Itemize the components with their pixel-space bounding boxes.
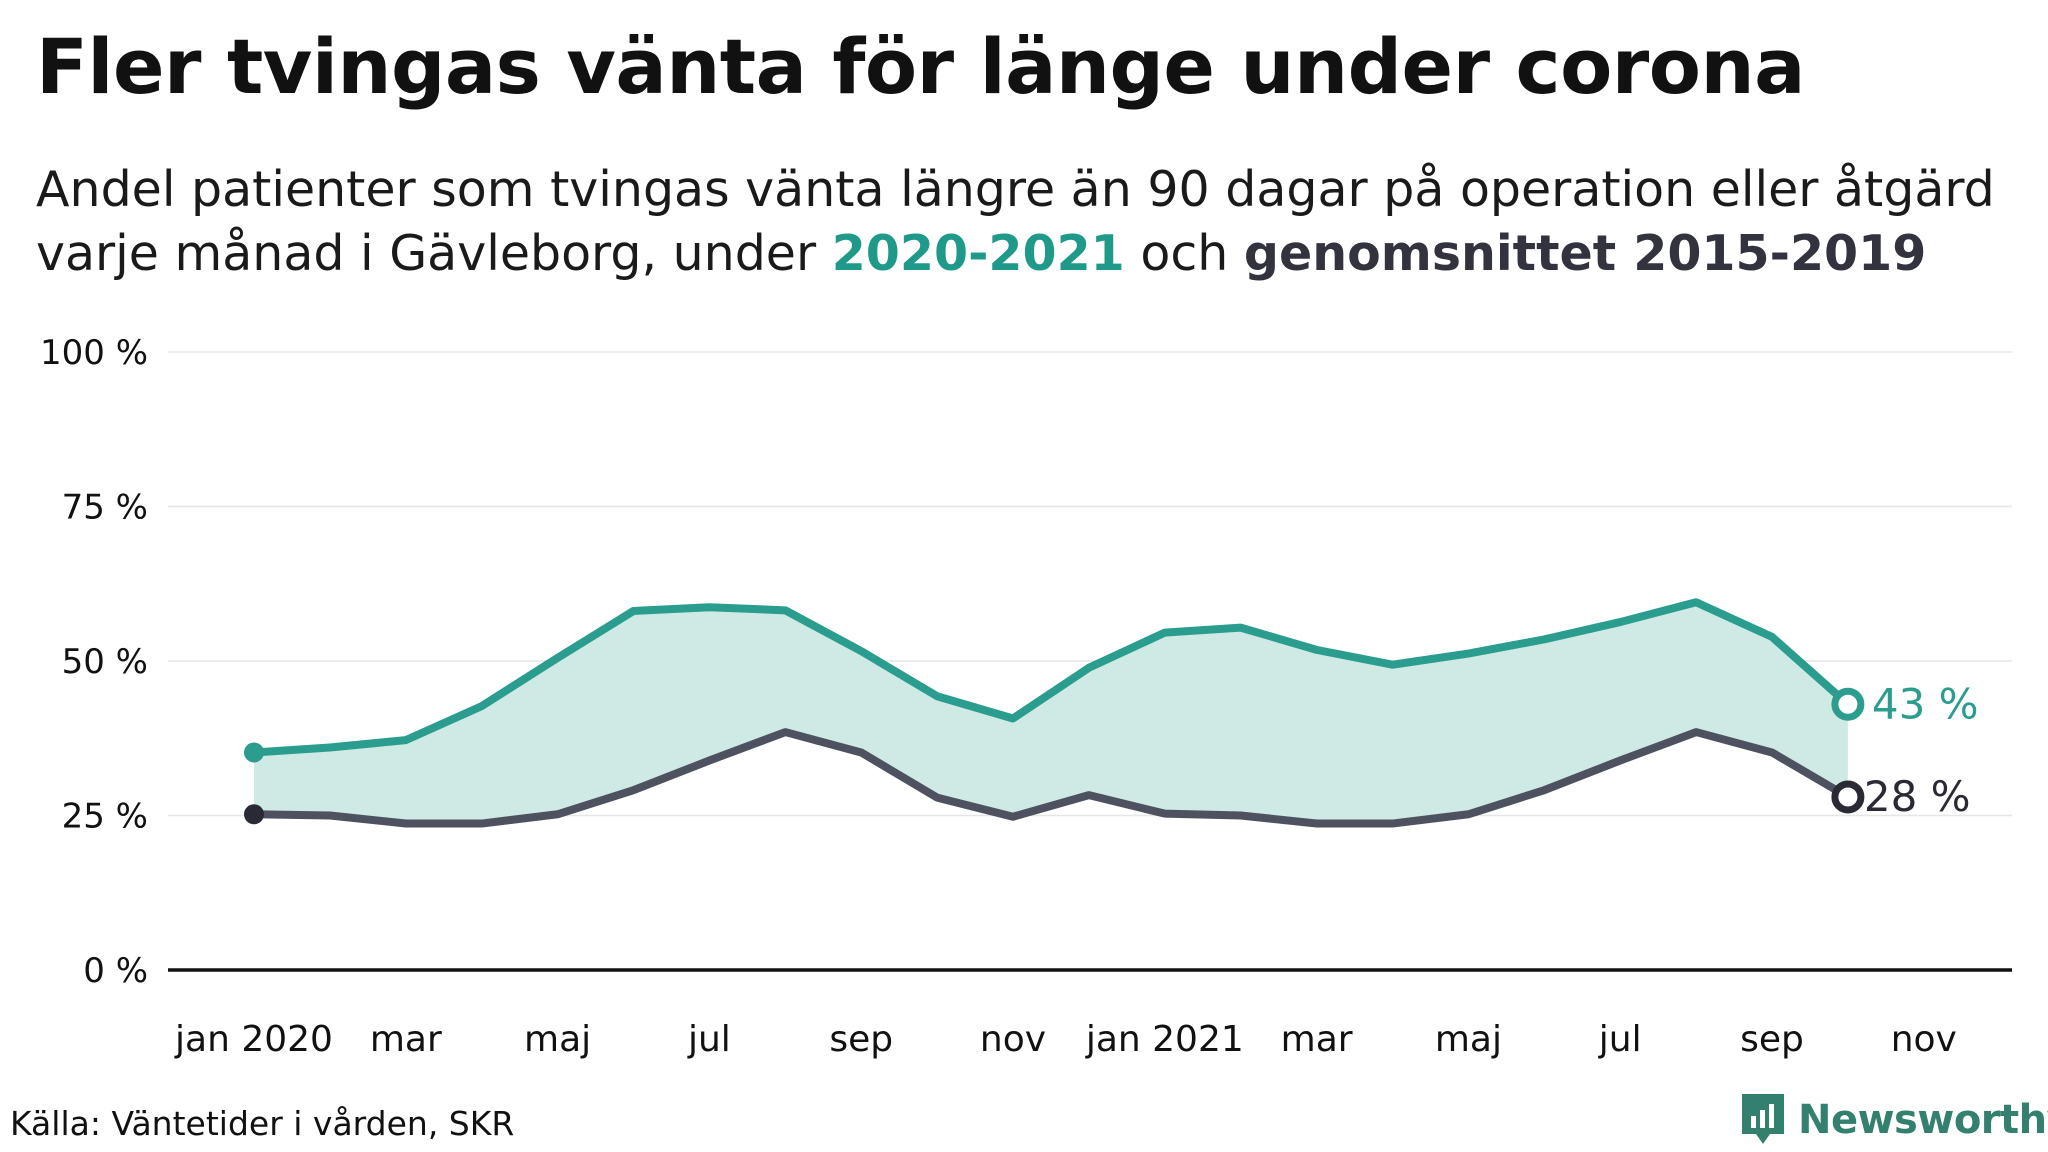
subtitle-highlight-2020-2021: 2020-2021 [831,225,1125,282]
end-label-average: 28 % [1864,772,1971,821]
series-end-point [1831,687,1865,721]
area-between-series [254,602,1848,824]
subtitle-line1: Andel patienter som tvingas vänta längre… [36,161,1995,218]
x-tick-label: sep [1740,1019,1804,1060]
subtitle-line2-middle: och [1124,225,1244,282]
series-start-point [244,742,264,763]
end-value-labels: 43 % 28 % [1864,679,1979,821]
series-points [244,687,1865,825]
grid-lines [168,351,2012,972]
x-tick-label: jan 2020 [174,1019,333,1060]
x-tick-label: mar [370,1019,442,1060]
x-tick-label: jul [687,1019,731,1060]
chart-subtitle: Andel patienter som tvingas vänta längre… [36,158,2046,286]
x-tick-label: mar [1281,1019,1353,1060]
x-tick-label: jul [1598,1019,1642,1060]
y-tick-label: 25 % [62,797,148,837]
y-tick-label: 75 % [62,488,148,528]
x-tick-label: maj [1435,1019,1502,1060]
y-axis-labels: 0 % 25 % 50 % 75 % 100 % [40,333,148,991]
area-fill [254,602,1848,824]
series-start-point [244,804,264,825]
subtitle-line2-prefix: varje månad i Gävleborg, under [36,225,832,282]
x-tick-label: maj [524,1019,591,1060]
x-tick-label: nov [980,1019,1046,1060]
chart-title: Fler tvingas vänta för länge under coron… [36,22,1805,111]
end-label-2020-2021: 43 % [1872,679,1979,728]
newsworthy-logo-icon [1742,1094,1784,1144]
x-axis-labels: jan 2020 mar maj jul sep nov jan 2021 mar maj jul… [174,1019,1957,1060]
source-note: Källa: Väntetider i vården, SKR [10,1104,515,1143]
series-line-2020-2021 [250,598,1852,757]
x-tick-label: jan 2021 [1085,1019,1244,1060]
series-lines [250,598,1852,828]
x-tick-label: sep [829,1019,893,1060]
brand-logo: Newsworthy [1740,1092,2048,1148]
brand-name: Newsworthy [1798,1097,2048,1143]
subtitle-highlight-average: genomsnittet 2015-2019 [1243,225,1927,282]
x-tick-label: nov [1891,1019,1957,1060]
series-end-point [1831,780,1865,814]
y-tick-label: 50 % [62,642,148,682]
series-line-average [250,728,1852,828]
y-tick-label: 100 % [40,333,148,373]
y-tick-label: 0 % [83,951,148,991]
